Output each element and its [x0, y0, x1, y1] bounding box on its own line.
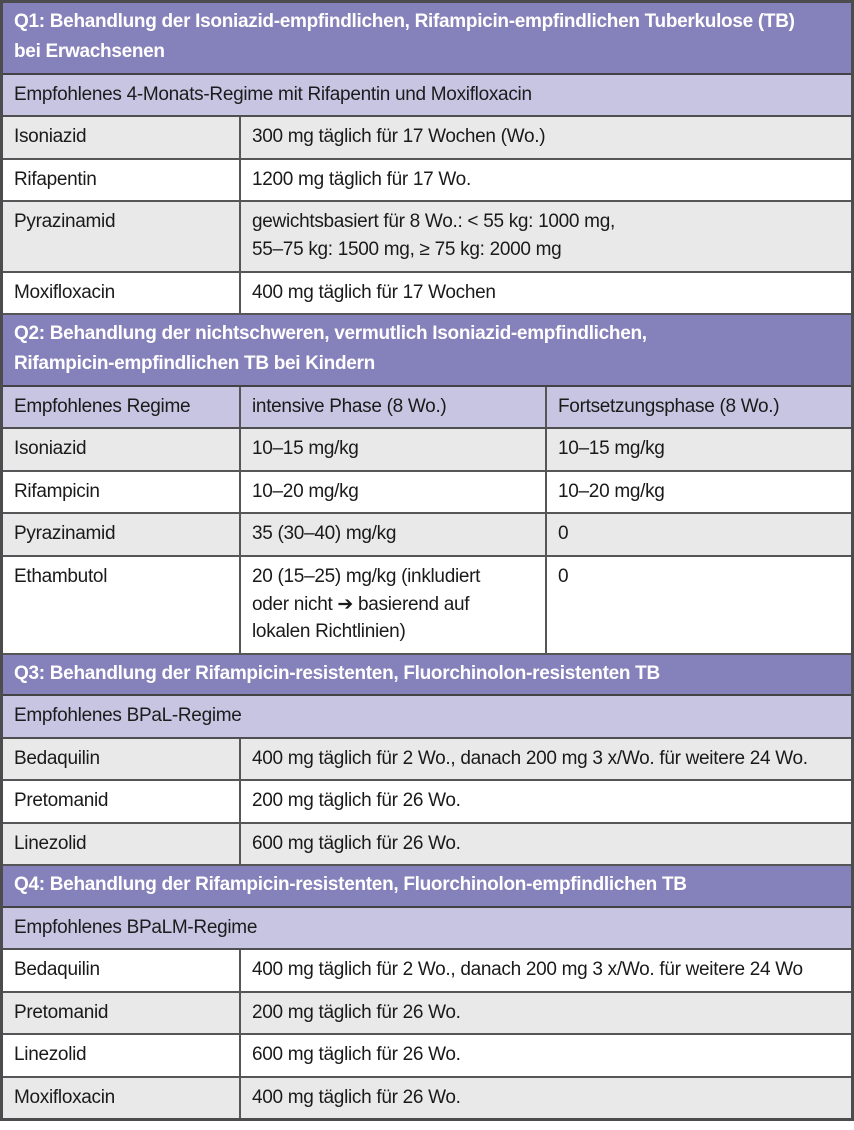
drug-name-cell: Ethambutol	[3, 557, 241, 653]
table-row: Isoniazid 10–15 mg/kg 10–15 mg/kg	[3, 429, 851, 472]
drug-name-cell: Moxifloxacin	[3, 1077, 241, 1119]
table-row: Bedaquilin 400 mg täglich für 2 Wo., dan…	[3, 950, 851, 993]
table-row: Pyrazinamid 35 (30–40) mg/kg 0	[3, 514, 851, 558]
drug-name-cell: Pyrazinamid	[3, 202, 241, 271]
table-row: Pyrazinamid gewichtsbasiert für 8 Wo.: <…	[3, 202, 851, 273]
section-q2-title: Q2: Behandlung der nichtschweren, vermut…	[3, 315, 851, 387]
intensive-phase-cell: 35 (30–40) mg/kg	[241, 514, 547, 556]
dose-cell: 200 mg täglich für 26 Wo.	[252, 790, 461, 812]
dose-cell: 600 mg täglich für 26 Wo.	[252, 832, 461, 854]
table-row: Bedaquilin 400 mg täglich für 2 Wo., dan…	[3, 738, 851, 782]
drug-name-cell: Pretomanid	[3, 992, 241, 1034]
intensive-phase-cell: 10–20 mg/kg	[241, 471, 547, 513]
dose-cell: 600 mg täglich für 26 Wo.	[252, 1044, 461, 1066]
table-row: Isoniazid 300 mg täglich für 17 Wochen (…	[3, 117, 851, 160]
table-row: Moxifloxacin 400 mg täglich für 17 Woche…	[3, 272, 851, 316]
dose-cell: 300 mg täglich für 17 Wochen (Wo.)	[252, 126, 546, 148]
continuation-phase-cell: 10–20 mg/kg	[558, 480, 665, 502]
table-row: Linezolid 600 mg täglich für 26 Wo.	[3, 1035, 851, 1078]
dose-cell: 400 mg täglich für 2 Wo., danach 200 mg …	[252, 747, 808, 769]
section-q1-title: Q1: Behandlung der Isoniazid-empfindlich…	[3, 3, 851, 75]
drug-name-cell: Linezolid	[3, 823, 241, 865]
table-row: Linezolid 600 mg täglich für 26 Wo.	[3, 823, 851, 867]
dose-cell: 400 mg täglich für 17 Wochen	[252, 281, 496, 303]
drug-name-cell: Bedaquilin	[3, 950, 241, 991]
drug-name-cell: Pyrazinamid	[3, 514, 241, 556]
drug-name-cell: Pretomanid	[3, 781, 241, 822]
section-q4-subheader: Empfohlenes BPaLM-Regime	[3, 907, 851, 951]
table-row: Moxifloxacin 400 mg täglich für 26 Wo.	[3, 1077, 851, 1119]
dose-cell: 400 mg täglich für 26 Wo.	[252, 1086, 461, 1108]
column-header-intensive-phase: intensive Phase (8 Wo.)	[241, 386, 547, 428]
table-row: Rifapentin 1200 mg täglich für 17 Wo.	[3, 159, 851, 203]
section-q3: Q3: Behandlung der Rifampicin-resistente…	[3, 654, 851, 867]
section-q1: Q1: Behandlung der Isoniazid-empfindlich…	[3, 3, 851, 316]
drug-name-cell: Isoniazid	[3, 117, 241, 158]
dose-cell: 400 mg täglich für 2 Wo., danach 200 mg …	[252, 959, 803, 981]
intensive-phase-cell: 20 (15–25) mg/kg (inkludiert oder nicht …	[241, 557, 547, 653]
drug-name-cell: Rifampicin	[3, 471, 241, 513]
continuation-phase-cell: 0	[558, 566, 569, 588]
dose-cell: 1200 mg täglich für 17 Wo.	[252, 168, 471, 190]
table-row: Pretomanid 200 mg täglich für 26 Wo.	[3, 781, 851, 824]
section-q4-title: Q4: Behandlung der Rifampicin-resistente…	[3, 866, 851, 908]
continuation-phase-cell: 10–15 mg/kg	[558, 438, 665, 460]
section-q1-subheader: Empfohlenes 4-Monats-Regime mit Rifapent…	[3, 74, 851, 118]
section-q2: Q2: Behandlung der nichtschweren, vermut…	[3, 315, 851, 655]
intensive-phase-cell: 10–15 mg/kg	[241, 429, 547, 470]
continuation-phase-cell: 0	[558, 523, 569, 545]
drug-name-cell: Isoniazid	[3, 429, 241, 470]
column-header-row: Empfohlenes Regime intensive Phase (8 Wo…	[3, 386, 851, 430]
table-row: Pretomanid 200 mg täglich für 26 Wo.	[3, 992, 851, 1036]
drug-name-cell: Moxifloxacin	[3, 272, 241, 314]
table-row: Ethambutol 20 (15–25) mg/kg (inkludiert …	[3, 557, 851, 655]
drug-name-cell: Rifapentin	[3, 159, 241, 201]
column-header-regime: Empfohlenes Regime	[3, 386, 241, 428]
section-q3-title: Q3: Behandlung der Rifampicin-resistente…	[3, 654, 851, 697]
column-header-continuation-phase: Fortsetzungsphase (8 Wo.)	[558, 395, 780, 417]
dose-cell: 200 mg täglich für 26 Wo.	[252, 1001, 461, 1023]
table-row: Rifampicin 10–20 mg/kg 10–20 mg/kg	[3, 471, 851, 515]
section-q4: Q4: Behandlung der Rifampicin-resistente…	[3, 866, 851, 1119]
section-q3-subheader: Empfohlenes BPaL-Regime	[3, 696, 851, 739]
dose-cell: gewichtsbasiert für 8 Wo.: < 55 kg: 1000…	[252, 211, 615, 260]
drug-name-cell: Linezolid	[3, 1035, 241, 1076]
drug-name-cell: Bedaquilin	[3, 738, 241, 780]
